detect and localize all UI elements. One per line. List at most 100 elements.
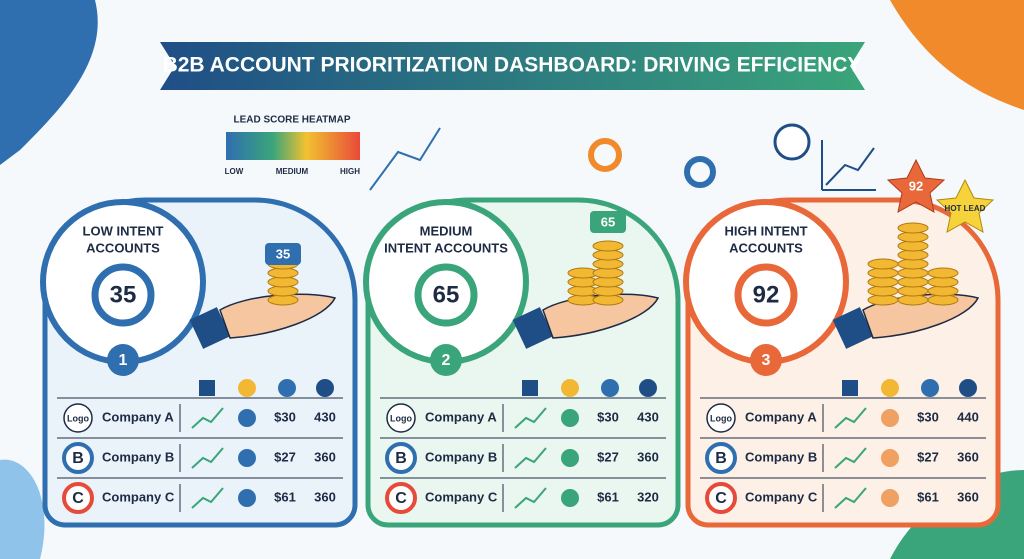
header-icon [561,379,579,397]
header-icon [881,379,899,397]
count: 430 [637,409,659,424]
blob [0,0,98,165]
logo [385,482,417,514]
dollar-icon [238,489,256,507]
panel-title: ACCOUNTS [729,240,803,255]
score: 35 [110,281,137,308]
dollar-icon [881,409,899,427]
star-score: 92 [909,178,923,193]
company: Company B [425,449,497,464]
deco-gauge [773,123,811,161]
blob [0,459,45,559]
coin [592,240,624,252]
trend-icon [191,447,224,469]
trend-icon [834,447,867,469]
price: $30 [274,409,296,424]
dollar-icon [881,449,899,467]
header-icon [959,379,977,397]
company: Company C [425,489,498,504]
price: $61 [917,489,939,504]
sleeve [832,307,874,349]
dollar-icon [561,489,579,507]
deco-chart [821,140,876,191]
price: $61 [597,489,619,504]
heatmap-bar [226,132,360,160]
logo [385,442,417,474]
score-ring [414,263,478,327]
logo [63,403,93,433]
logo [62,482,94,514]
price: $27 [274,449,296,464]
count: 440 [957,409,979,424]
score-bubble [265,243,301,265]
heatmap-title: LEAD SCORE HEATMAP [233,115,350,126]
trend-icon [834,487,867,509]
star [886,158,946,213]
heatmap-label: HIGH [340,167,360,176]
count: 360 [314,449,336,464]
dollar-icon [561,409,579,427]
dollar-icon [561,449,579,467]
price: $30 [917,409,939,424]
company: Company A [425,409,497,424]
trend-icon [514,447,547,469]
header-icon [238,379,256,397]
logo-text: Logo [390,413,412,423]
logo-text: Logo [710,413,732,423]
company: Company A [102,409,174,424]
logo [62,442,94,474]
title: B2B ACCOUNT PRIORITIZATION DASHBOARD: DR… [163,54,862,77]
bubble-score: 35 [276,246,290,261]
header-icon [278,379,296,397]
dollar-icon [238,449,256,467]
trend-icon [514,487,547,509]
coin [927,267,959,279]
sleeve [512,307,554,349]
price: $30 [597,409,619,424]
score: 65 [433,281,460,308]
logo-text: Logo [67,413,89,423]
logo-text: C [72,490,84,507]
deco-line [369,127,441,191]
panel-title: LOW INTENT [83,223,164,238]
logo [706,403,736,433]
header-icon [199,380,215,396]
title-banner [160,42,865,90]
coin [867,258,899,270]
bubble-score: 65 [601,214,615,229]
trend-icon [191,487,224,509]
panel-number: 1 [119,352,128,369]
panel-title: MEDIUM [420,223,473,238]
score: 92 [753,281,780,308]
count: 360 [637,449,659,464]
logo [386,403,416,433]
count: 360 [957,489,979,504]
company: Company C [745,489,818,504]
sleeve [189,307,231,349]
panel-title: ACCOUNTS [86,240,160,255]
header-icon [639,379,657,397]
header-icon [601,379,619,397]
panel-badge [107,344,139,376]
score-ring [91,263,155,327]
company: Company B [745,449,817,464]
logo-text: C [715,490,727,507]
deco-donut [588,138,622,172]
deco-donut [684,156,716,188]
logo [705,482,737,514]
header-icon [522,380,538,396]
panel-title: HIGH INTENT [724,223,807,238]
company: Company A [745,409,817,424]
panel-number: 3 [762,352,771,369]
panel-number: 2 [442,352,451,369]
price: $27 [917,449,939,464]
panel-badge [430,344,462,376]
coin [897,222,929,234]
count: 320 [637,489,659,504]
price: $61 [274,489,296,504]
dollar-icon [238,409,256,427]
dollar-icon [881,489,899,507]
logo-text: B [395,450,407,467]
blob [890,0,1024,110]
